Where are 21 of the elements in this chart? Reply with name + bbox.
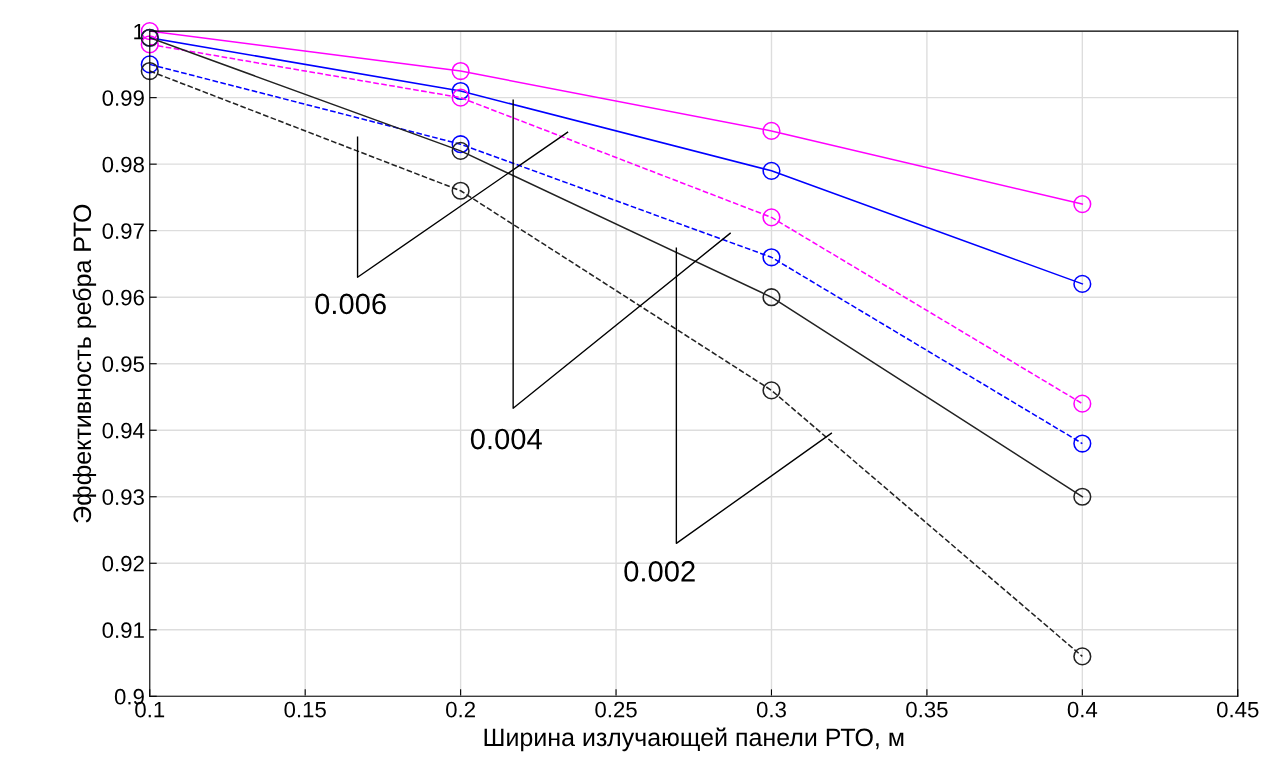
y-tick-label: 0.97 [102,223,144,239]
y-tick-label: 0.92 [102,555,144,572]
y-tick-label: 0.96 [102,289,144,306]
y-tick-label: 0.93 [102,489,144,506]
y-tick-label: 0.91 [102,622,144,639]
annotation: 0.004 [470,428,542,450]
y-tick-label: 0.99 [102,90,144,106]
annotation: 0.006 [315,293,386,315]
y-axis-title: Эффективность ребра РТО [72,204,97,523]
y-tick-label: 0.94 [102,422,145,439]
x-axis-title: Ширина излучающей панели РТО, м [484,727,904,752]
annotation: 0.002 [624,561,695,582]
x-tick-label: 0.4 [1067,701,1098,718]
y-tick-label: 0.95 [102,356,144,372]
x-tick-label: 0.25 [595,701,637,718]
x-tick-label: 0.35 [906,701,948,718]
y-tick-label: 0.98 [102,156,144,173]
x-tick-label: 0.15 [284,701,326,718]
x-tick-label: 0.2 [446,701,475,718]
x-tick-label: 0.45 [1217,701,1259,718]
x-tick-label: 0.3 [756,701,786,718]
